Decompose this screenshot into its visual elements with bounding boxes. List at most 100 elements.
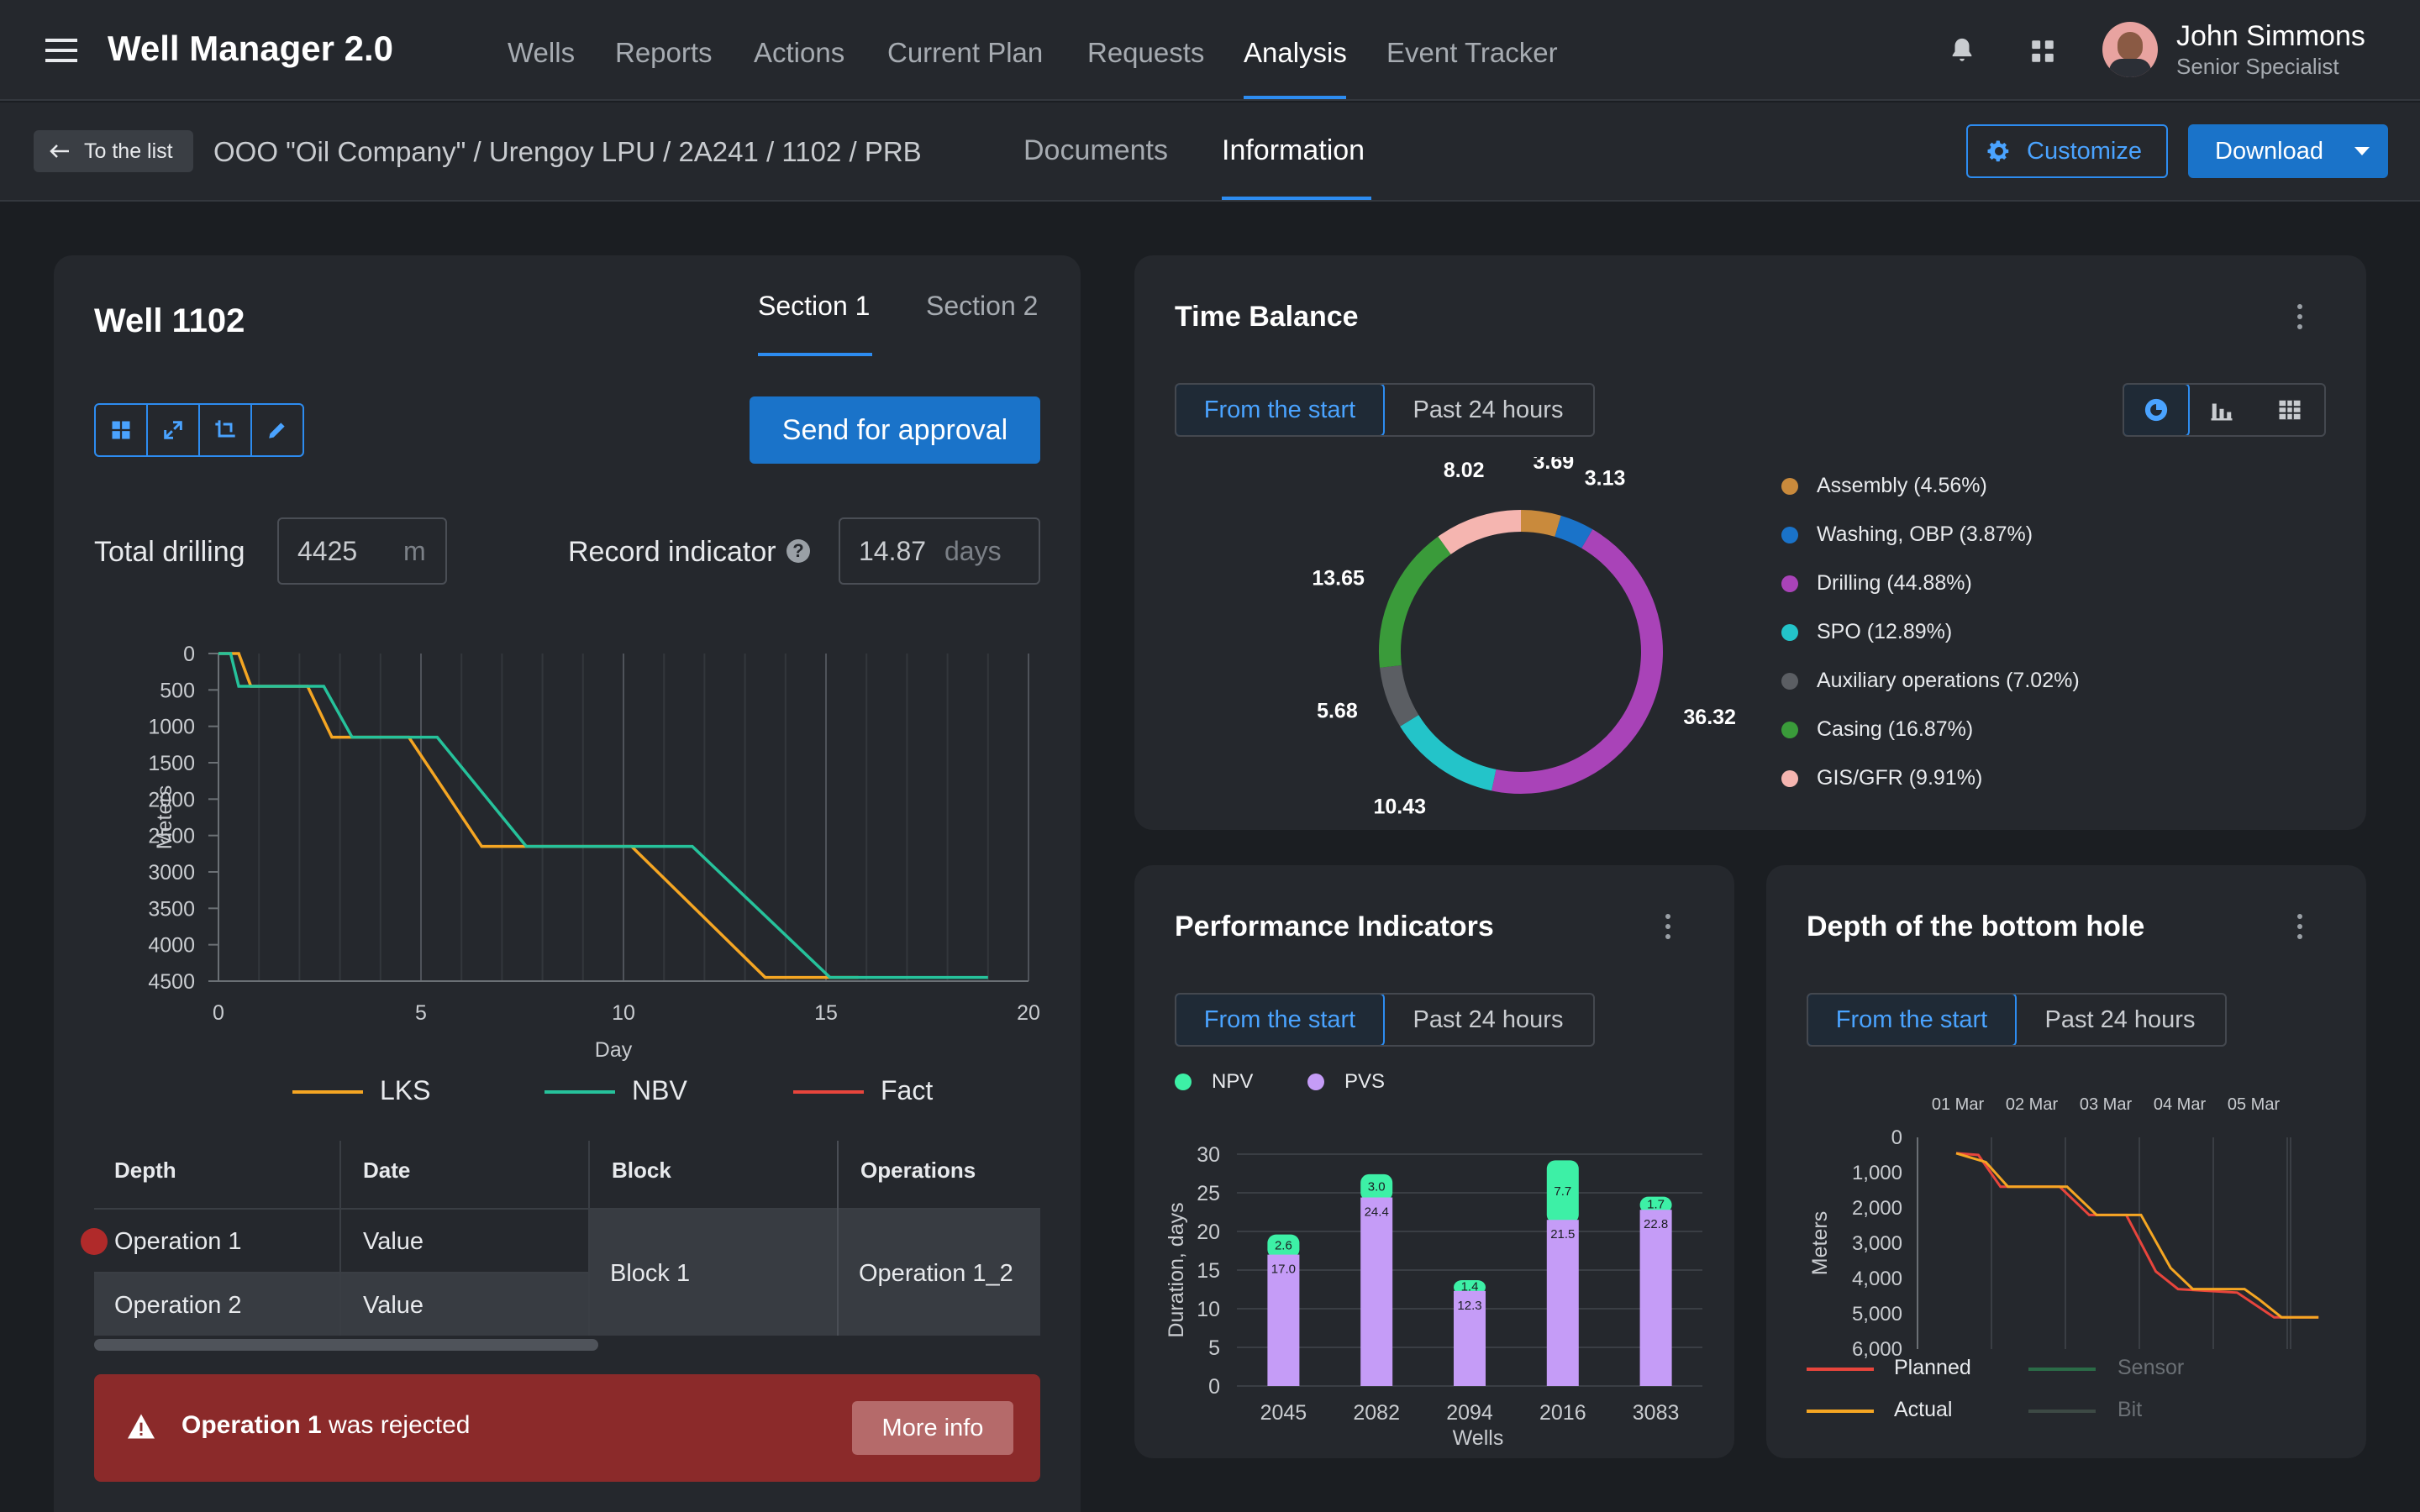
- donut-value-label: 3.13: [1585, 467, 1626, 491]
- bar-label-npv: 1.7: [1647, 1197, 1665, 1211]
- well-chart-legend: LKS NBV Fact: [292, 1070, 933, 1112]
- help-icon[interactable]: ?: [786, 539, 810, 563]
- y-axis-label: Meters: [153, 785, 176, 849]
- pvs-legend: PVS: [1307, 1070, 1385, 1094]
- sub-bar: To the list OOO "Oil Company" / Urengoy …: [0, 102, 2420, 202]
- bar-npv: [1267, 1234, 1300, 1258]
- nav-current-plan[interactable]: Current Plan: [887, 37, 1044, 68]
- send-for-approval-button[interactable]: Send for approval: [750, 396, 1040, 464]
- view-table-button[interactable]: [2255, 385, 2324, 435]
- crop-button[interactable]: [200, 405, 252, 455]
- range-from-start[interactable]: From the start: [1808, 995, 2017, 1045]
- range-past-24h[interactable]: Past 24 hours: [2044, 1005, 2196, 1033]
- legend-sensor-swatch: [2028, 1368, 2096, 1371]
- layout-grid-button[interactable]: [96, 405, 148, 455]
- view-bar-button[interactable]: [2188, 385, 2255, 435]
- back-button[interactable]: To the list: [34, 130, 193, 172]
- donut-slice-drilling: [1491, 529, 1663, 794]
- legend-label: Assembly (4.56%): [1817, 474, 1987, 497]
- bar-npv: [1360, 1173, 1393, 1201]
- more-menu-icon[interactable]: [2296, 304, 2304, 338]
- npv-swatch: [1175, 1074, 1192, 1090]
- apps-grid-icon[interactable]: [2028, 37, 2057, 66]
- legend-label: SPO (12.89%): [1817, 620, 1953, 643]
- y-tick-label: 25: [1197, 1182, 1220, 1205]
- bar-pvs: [1639, 1210, 1672, 1386]
- donut-value-label: 8.02: [1444, 459, 1485, 482]
- record-indicator-value: 14.87: [859, 536, 927, 566]
- range-from-start[interactable]: From the start: [1176, 995, 1385, 1045]
- bar-npv: [1546, 1160, 1579, 1224]
- more-info-button[interactable]: More info: [852, 1401, 1013, 1455]
- tab-information[interactable]: Information: [1222, 134, 1365, 166]
- download-button[interactable]: Download: [2188, 124, 2388, 178]
- legend-nbv-swatch: [544, 1090, 615, 1094]
- more-menu-icon[interactable]: [1664, 914, 1672, 948]
- y-tick-label: 2,000: [1852, 1197, 1902, 1220]
- table-row[interactable]: Operation 1 Value: [81, 1210, 588, 1272]
- bar-npv: [1454, 1279, 1486, 1294]
- bar-label-pvs: 17.0: [1271, 1263, 1296, 1277]
- total-drilling-unit: m: [403, 536, 426, 566]
- legend-fact-swatch: [793, 1090, 864, 1094]
- more-menu-icon[interactable]: [2296, 914, 2304, 948]
- bar-label-npv: 7.7: [1554, 1184, 1571, 1199]
- range-past-24h[interactable]: Past 24 hours: [1413, 1005, 1564, 1033]
- legend-item: Washing, OBP (3.87%): [1781, 522, 2033, 547]
- row-date: Value: [363, 1292, 424, 1319]
- x-tick-label: 04 Mar: [2154, 1095, 2207, 1114]
- record-indicator-field[interactable]: 14.87 days: [839, 517, 1040, 585]
- donut-value-label: 3.69: [1534, 457, 1575, 474]
- record-indicator-unit: days: [944, 536, 1002, 566]
- nav-event-tracker[interactable]: Event Tracker: [1386, 37, 1558, 68]
- y-tick-label: 4,000: [1852, 1268, 1902, 1290]
- y-tick-label: 2500: [148, 825, 195, 848]
- bar-label-pvs: 12.3: [1457, 1299, 1481, 1313]
- avatar[interactable]: [2102, 22, 2158, 77]
- bell-icon[interactable]: [1948, 35, 1976, 66]
- col-divider: [588, 1141, 590, 1336]
- bar-label-npv: 2.6: [1275, 1239, 1292, 1253]
- tab-documents[interactable]: Documents: [1023, 134, 1168, 166]
- menu-icon[interactable]: [45, 39, 77, 62]
- legend-actual-label: Actual: [1894, 1398, 1953, 1421]
- tab-section-1[interactable]: Section 1: [758, 291, 871, 321]
- nav-actions[interactable]: Actions: [754, 37, 845, 68]
- table-row[interactable]: Operation 2 Value: [94, 1273, 588, 1336]
- bar-label-npv: 3.0: [1368, 1180, 1386, 1194]
- legend-swatch: [1781, 623, 1798, 641]
- y-tick-label: 500: [160, 679, 195, 702]
- bottom-hole-title: Depth of the bottom hole: [1807, 911, 2145, 942]
- nav-active-underline: [1244, 96, 1346, 99]
- bar-label-pvs: 21.5: [1550, 1227, 1575, 1242]
- col-divider: [339, 1141, 341, 1336]
- nav-requests[interactable]: Requests: [1087, 37, 1205, 68]
- error-dot: [81, 1228, 108, 1255]
- horizontal-scrollbar[interactable]: [94, 1339, 598, 1351]
- donut-value-label: 13.65: [1312, 566, 1365, 590]
- crop-icon: [215, 420, 235, 438]
- x-tick-label: 02 Mar: [2006, 1095, 2059, 1114]
- view-donut-button[interactable]: [2124, 385, 2190, 435]
- x-tick-label: 0: [213, 1001, 224, 1025]
- y-tick-label: 2000: [148, 788, 195, 811]
- legend-swatch: [1781, 721, 1798, 738]
- expand-button[interactable]: [148, 405, 200, 455]
- toolbar: [94, 403, 304, 457]
- edit-button[interactable]: [252, 405, 302, 455]
- block-cell[interactable]: Block 1 Operation 1_2: [588, 1210, 1040, 1336]
- tab-section-2[interactable]: Section 2: [926, 291, 1039, 321]
- legend-label: Casing (16.87%): [1817, 717, 1974, 741]
- y-tick-label: 6,000: [1852, 1338, 1902, 1361]
- nav-reports[interactable]: Reports: [615, 37, 713, 68]
- nav-analysis[interactable]: Analysis: [1244, 37, 1347, 68]
- total-drilling-field[interactable]: 4425 m: [277, 517, 447, 585]
- customize-button[interactable]: Customize: [1966, 124, 2168, 178]
- bar-label-pvs: 22.8: [1644, 1217, 1668, 1231]
- legend-swatch: [1781, 526, 1798, 543]
- nav-wells[interactable]: Wells: [508, 37, 576, 68]
- x-tick-label: 01 Mar: [1932, 1095, 1985, 1114]
- range-past-24h[interactable]: Past 24 hours: [1413, 396, 1564, 423]
- range-from-start[interactable]: From the start: [1176, 385, 1385, 435]
- top-bar: Well Manager 2.0 Wells Reports Actions C…: [0, 0, 2420, 101]
